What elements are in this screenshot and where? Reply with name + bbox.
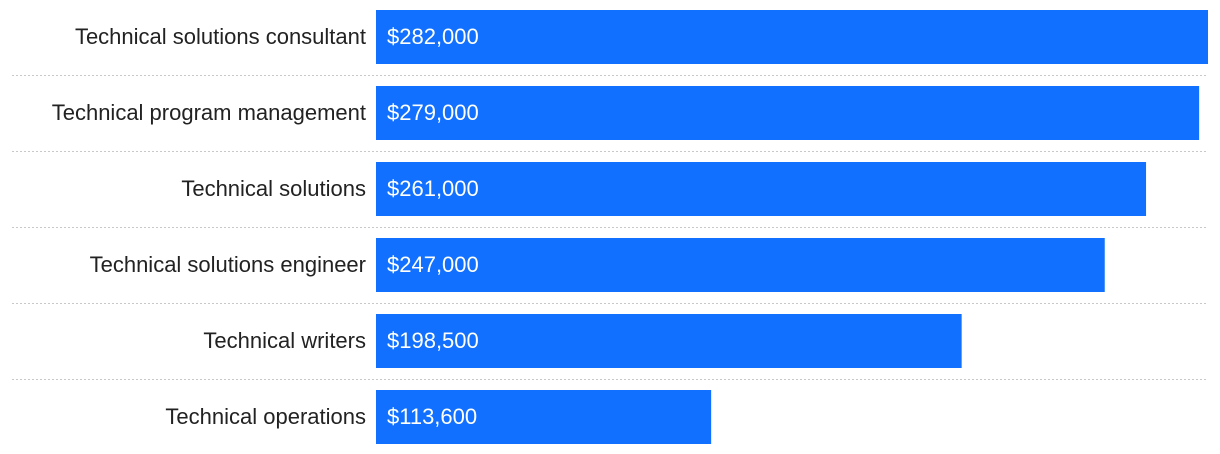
value-label: $198,500 [387, 328, 479, 353]
category-label: Technical solutions [181, 176, 366, 201]
category-label: Technical writers [203, 328, 366, 353]
category-label: Technical program management [52, 100, 366, 125]
bar [376, 314, 962, 368]
category-label: Technical solutions consultant [75, 24, 366, 49]
bar [376, 390, 712, 444]
value-label: $282,000 [387, 24, 479, 49]
value-label: $279,000 [387, 100, 479, 125]
bar [376, 10, 1208, 64]
category-label: Technical operations [165, 404, 366, 429]
value-label: $113,600 [387, 404, 477, 429]
bar [376, 238, 1105, 292]
value-label: $261,000 [387, 176, 479, 201]
value-label: $247,000 [387, 252, 479, 277]
bar [376, 162, 1147, 216]
category-label: Technical solutions engineer [90, 252, 366, 277]
bar [376, 86, 1200, 140]
